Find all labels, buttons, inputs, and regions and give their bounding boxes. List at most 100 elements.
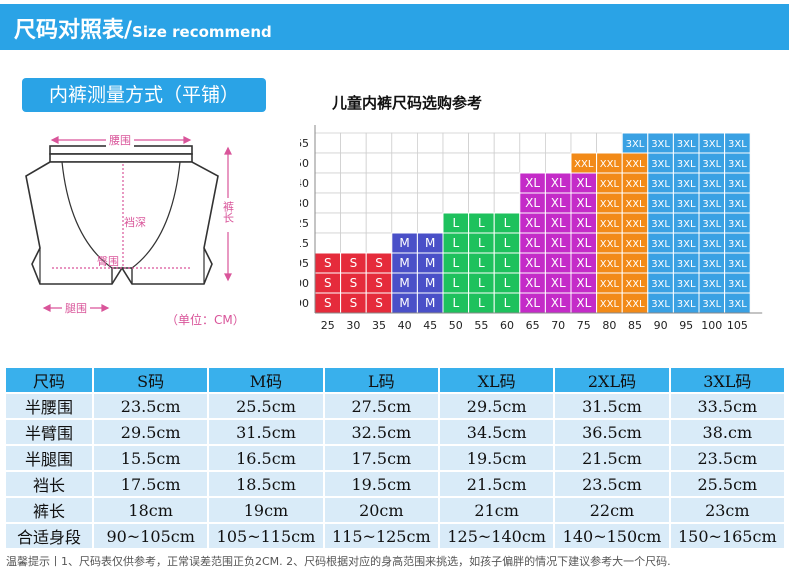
- grid-cell: [442, 152, 470, 174]
- grid-cell: [417, 172, 444, 194]
- chart-x-axis: 25 30 35 40 45 50 55 60 65 70 75 80 85 90 95 100 105: [315, 312, 763, 332]
- x-tick-label: 50: [449, 319, 463, 332]
- size-cell-label: XXL: [600, 259, 620, 270]
- size-cell-label: XXL: [600, 199, 620, 210]
- table-cell: 21cm: [437, 496, 556, 524]
- size-cell-label: 3XL: [728, 259, 747, 270]
- size-cell-label: 3XL: [702, 159, 721, 170]
- size-cell-label: XL: [525, 216, 540, 230]
- hip-label: 臀围: [97, 255, 119, 268]
- row-label: 裤长: [4, 496, 94, 524]
- table-cell: 33.5cm: [668, 392, 787, 420]
- size-table: 尺码 S码 M码 L码 XL码 2XL码 3XL码 半腰围 23.5cm 25.…: [4, 366, 787, 550]
- size-cell-label: XL: [576, 236, 591, 250]
- size-cell-label: 3XL: [651, 279, 670, 290]
- size-cell-label: L: [452, 276, 459, 290]
- leg-label: 腿围: [65, 302, 87, 315]
- size-cell-label: XL: [551, 216, 566, 230]
- size-cell-label: XXL: [600, 219, 620, 230]
- grid-cell: [365, 132, 393, 154]
- size-cell-label: 3XL: [651, 199, 670, 210]
- table-cell: 36.5cm: [553, 418, 671, 446]
- table-cell: 31.5cm: [207, 418, 325, 446]
- table-cell: 15.5cm: [91, 444, 210, 472]
- grid-cell: [391, 192, 418, 214]
- table-cell: 140~150cm: [553, 522, 671, 550]
- size-cell-label: XL: [525, 276, 540, 290]
- grid-cell: [417, 152, 444, 174]
- size-cell-label: M: [425, 236, 435, 250]
- x-tick-label: 85: [628, 319, 642, 332]
- size-cell-label: 3XL: [677, 139, 696, 150]
- table-cell: 105~115cm: [207, 522, 325, 550]
- size-cell-label: XL: [525, 236, 540, 250]
- grid-cell: [519, 132, 546, 154]
- size-cell-label: XXL: [625, 199, 645, 210]
- grid-cell: [391, 132, 418, 154]
- size-cell-label: XL: [551, 176, 566, 190]
- size-cell-label: 3XL: [651, 259, 670, 270]
- shorts-diagram: 腰围 裆深 臀围 裤长 腿围 （单位：CM）: [25, 133, 245, 327]
- page-title: 尺码对照表/Size recommend: [14, 18, 272, 43]
- x-tick-label: 65: [526, 319, 540, 332]
- size-cell-label: L: [504, 236, 511, 250]
- grid-cell: [314, 132, 342, 154]
- size-cell-label: XXL: [625, 259, 645, 270]
- table-cell: 23.5cm: [668, 444, 787, 472]
- grid-cell: [340, 232, 367, 254]
- x-tick-label: 45: [423, 319, 437, 332]
- unit-label: （单位：CM）: [166, 312, 245, 327]
- x-tick-label: 100: [701, 319, 722, 332]
- table-header-row: 尺码 S码 M码 L码 XL码 2XL码 3XL码: [4, 366, 787, 394]
- size-cell-label: L: [504, 276, 511, 290]
- chart-title: 儿童内裤尺码选购参考: [331, 94, 482, 112]
- size-cell-label: XL: [551, 256, 566, 270]
- size-cell-label: L: [452, 296, 459, 310]
- grid-cell: [468, 132, 495, 154]
- grid-cell: [365, 212, 393, 234]
- size-cell-label: XL: [551, 236, 566, 250]
- x-tick-label: 80: [602, 319, 616, 332]
- header-m: M码: [207, 366, 325, 394]
- page-subtitle: Size recommend: [132, 23, 272, 41]
- table-row: 半腿围 15.5cm 16.5cm 17.5cm 19.5cm 21.5cm 2…: [4, 444, 787, 472]
- table-cell: 115~125cm: [322, 522, 440, 550]
- table-cell: 16.5cm: [207, 444, 325, 472]
- header-banner: 尺码对照表/Size recommend: [0, 4, 789, 50]
- size-cell-label: L: [478, 236, 485, 250]
- x-tick-label: 40: [398, 319, 412, 332]
- size-cell-label: XL: [551, 296, 566, 310]
- y-tick-label: 150: [300, 157, 309, 170]
- size-cell-label: 3XL: [702, 179, 721, 190]
- size-cell-label: 3XL: [651, 219, 670, 230]
- grid-cell: [391, 172, 418, 194]
- grid-cell: [442, 172, 470, 194]
- table-cell: 19cm: [207, 496, 325, 524]
- header-size: 尺码: [4, 366, 94, 394]
- table-cell: 23.5cm: [553, 470, 671, 498]
- size-cell-label: XXL: [600, 239, 620, 250]
- chart-y-axis: 165 150 140 130 125 115 105 100 90: [300, 125, 316, 313]
- size-cell-label: 3XL: [651, 179, 670, 190]
- size-cell-label: L: [504, 296, 511, 310]
- row-label: 半臂围: [4, 418, 94, 446]
- y-tick-label: 90: [300, 297, 309, 310]
- size-cell-label: 3XL: [651, 159, 670, 170]
- size-cell-label: XL: [576, 196, 591, 210]
- table-cell: 150~165cm: [668, 522, 787, 550]
- waist-label: 腰围: [109, 134, 131, 147]
- grid-cell: [314, 232, 342, 254]
- table-cell: 22cm: [553, 496, 671, 524]
- x-tick-label: 70: [551, 319, 565, 332]
- size-cell-label: 3XL: [728, 159, 747, 170]
- grid-cell: [314, 212, 342, 234]
- size-cell-label: 3XL: [677, 179, 696, 190]
- size-cell-label: XXL: [625, 299, 645, 310]
- size-cell-label: XL: [576, 296, 591, 310]
- grid-cell: [365, 152, 393, 174]
- size-cell-label: L: [452, 256, 459, 270]
- size-cell-label: 3XL: [677, 259, 696, 270]
- size-cell-label: M: [399, 256, 409, 270]
- size-cell-label: S: [350, 276, 358, 290]
- x-tick-label: 60: [500, 319, 514, 332]
